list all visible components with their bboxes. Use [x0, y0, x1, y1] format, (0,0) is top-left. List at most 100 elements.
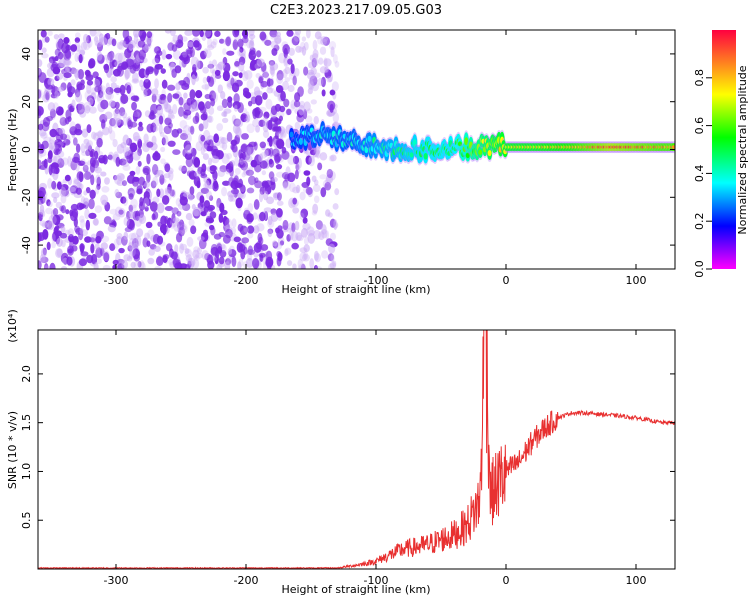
heatmap-cell	[186, 170, 192, 177]
colorbar-tick-label: 0.6	[693, 117, 706, 135]
heatmap-cell	[94, 85, 102, 93]
heatmap-cell	[203, 48, 208, 55]
heatmap-cell	[218, 213, 224, 224]
heatmap-cell	[158, 115, 164, 125]
heatmap-cell	[55, 201, 63, 209]
heatmap-cell	[95, 76, 103, 87]
heatmap-cell	[247, 225, 255, 234]
heatmap-cell	[237, 48, 243, 57]
heatmap-cell	[183, 192, 192, 198]
heatmap-cell	[258, 211, 266, 222]
heatmap-cell	[121, 111, 128, 119]
heatmap-cell	[38, 232, 42, 243]
heatmap-cell	[244, 91, 252, 99]
heatmap-cell	[160, 146, 166, 153]
heatmap-cell	[76, 103, 83, 111]
heatmap-cell	[216, 123, 224, 131]
heatmap-cell	[158, 188, 165, 199]
heatmap-cell	[289, 131, 294, 138]
heatmap-cell	[55, 90, 61, 97]
heatmap-cell	[156, 202, 165, 214]
heatmap-cell	[221, 136, 226, 144]
heatmap-cell	[208, 106, 215, 115]
heatmap-cell	[80, 79, 85, 86]
heatmap-cell	[194, 171, 201, 178]
heatmap-cell	[271, 47, 278, 56]
heatmap-cell	[221, 186, 228, 197]
heatmap-cell	[272, 240, 278, 247]
heatmap-cell	[227, 96, 233, 103]
heatmap-cell	[277, 110, 285, 118]
heatmap-cell	[258, 252, 266, 258]
heatmap-cell	[116, 232, 123, 240]
heatmap-cell	[271, 176, 278, 183]
heatmap-cell	[96, 94, 103, 102]
heatmap-cell	[58, 58, 66, 68]
heatmap-cell	[312, 39, 318, 51]
heatmap-cell	[224, 218, 233, 230]
heatmap-cell	[210, 98, 216, 107]
heatmap-cell	[286, 260, 293, 266]
heatmap-cell	[230, 180, 239, 190]
heatmap-cell	[193, 175, 201, 187]
heatmap-cell	[234, 60, 240, 67]
heatmap-cell	[218, 38, 225, 44]
heatmap-cell	[160, 158, 166, 165]
heatmap-cell	[133, 30, 140, 38]
spectrogram-y-tick-label: 20	[20, 95, 33, 109]
heatmap-cell	[75, 143, 81, 153]
heatmap-cell	[84, 89, 93, 101]
heatmap-cell	[308, 79, 314, 89]
heatmap-cell	[276, 73, 284, 85]
heatmap-cell	[158, 123, 163, 135]
heatmap-cell	[209, 67, 215, 74]
heatmap-cell	[137, 40, 146, 48]
heatmap-cell	[191, 30, 201, 37]
heatmap-cell	[151, 57, 160, 65]
heatmap-cell	[56, 248, 63, 257]
colorbar-tick-label: 0.2	[693, 212, 706, 230]
heatmap-cell	[217, 84, 223, 94]
heatmap-cell	[319, 66, 328, 74]
heatmap-cell	[303, 244, 310, 253]
heatmap-cell	[51, 180, 57, 190]
heatmap-cell	[183, 109, 192, 116]
heatmap-cell	[141, 31, 147, 39]
heatmap-cell	[119, 40, 127, 46]
heatmap-cell	[292, 263, 297, 269]
heatmap-cell	[214, 69, 221, 77]
heatmap-cell	[279, 105, 286, 113]
heatmap-cell	[257, 232, 263, 243]
spectrogram-x-tick-label: -200	[234, 274, 259, 287]
heatmap-cell	[143, 197, 150, 208]
heatmap-cell	[255, 125, 260, 133]
heatmap-cell	[56, 237, 63, 247]
heatmap-cell	[265, 98, 273, 110]
heatmap-cell	[176, 210, 182, 217]
spectrogram-y-tick-label: -20	[20, 188, 33, 206]
heatmap-cell	[152, 176, 159, 187]
heatmap-cell	[60, 266, 68, 269]
heatmap-cell	[220, 137, 229, 145]
heatmap-cell	[276, 192, 282, 201]
heatmap-cell	[108, 100, 116, 108]
heatmap-cell	[94, 186, 100, 195]
heatmap-cell	[183, 92, 188, 99]
heatmap-cell	[79, 243, 85, 251]
heatmap-cell	[199, 198, 205, 207]
heatmap-cell	[321, 89, 326, 97]
heatmap-cell	[67, 155, 72, 167]
heatmap-cell	[129, 142, 138, 153]
heatmap-cell	[253, 199, 260, 210]
heatmap-cell	[124, 68, 131, 80]
heatmap-cell	[122, 134, 130, 146]
heatmap-cell	[96, 137, 103, 148]
heatmap-cell	[254, 94, 263, 106]
heatmap-cell	[298, 104, 305, 116]
heatmap-cell	[161, 49, 167, 61]
heatmap-cell	[144, 39, 152, 50]
heatmap-cell	[90, 174, 95, 186]
heatmap-cell	[275, 227, 280, 234]
heatmap-cell	[287, 155, 296, 165]
heatmap-cell	[39, 129, 47, 137]
